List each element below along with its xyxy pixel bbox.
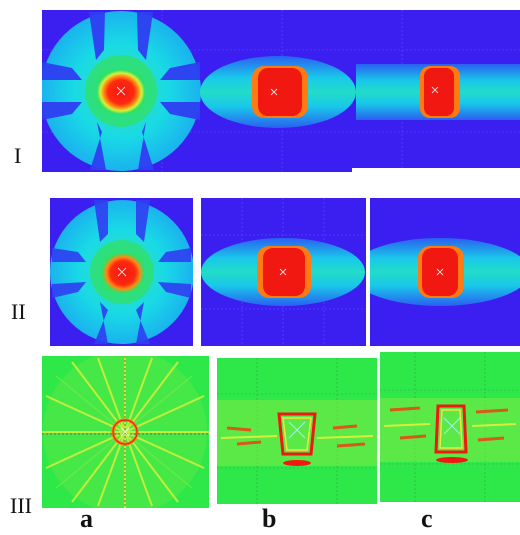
row3-panel-a [42, 356, 209, 508]
column-label-a: a [80, 504, 93, 533]
column-label-b: b [262, 504, 277, 533]
row3-panel-c [380, 352, 520, 502]
row-label-1: I [14, 143, 22, 168]
row-label-2: II [11, 299, 26, 324]
row1-panel-background [42, 10, 520, 172]
row2-panel-a [50, 198, 193, 346]
row3-panel-b [217, 358, 377, 504]
row-label-3: III [10, 493, 32, 518]
row2-panel-c [370, 198, 520, 346]
row2-panel-b [201, 198, 366, 346]
column-label-c: c [421, 504, 433, 533]
